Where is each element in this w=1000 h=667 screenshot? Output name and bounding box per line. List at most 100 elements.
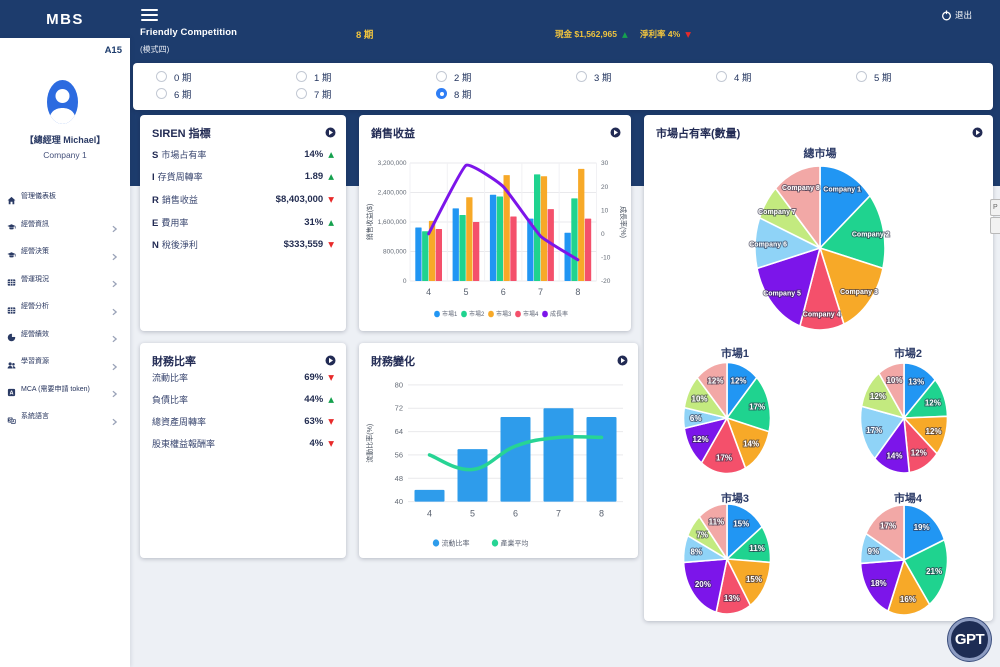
- finance-change-card-action-icon[interactable]: [617, 353, 628, 366]
- trend-up-triangle-icon: ▲: [328, 394, 334, 404]
- legend-item-市場3[interactable]: 市場3: [488, 310, 512, 318]
- radio-icon[interactable]: [576, 71, 587, 82]
- svg-text:成長率: 成長率: [550, 310, 568, 318]
- period-radio-4期[interactable]: 4 期: [716, 68, 856, 85]
- svg-text:銷售收益($): 銷售收益($): [365, 204, 374, 241]
- svg-text:80: 80: [395, 380, 403, 389]
- sidebar-item-7[interactable]: 學習資源: [0, 349, 130, 373]
- period-radio-label: 3 期: [594, 72, 612, 84]
- sidebar-item-label: 經營分析: [21, 303, 49, 310]
- period-radio-2期[interactable]: 2 期: [436, 68, 576, 85]
- sidebar-item-5[interactable]: 經營分析: [0, 294, 130, 318]
- sidebar-item-label: 營運現況: [21, 275, 49, 283]
- metric-label: N 稅後淨利: [152, 240, 198, 252]
- sidebar-item-3[interactable]: 經營決策: [0, 239, 130, 263]
- legend-item-市場2[interactable]: 市場2: [461, 310, 485, 318]
- pie-市場1: 市場1 12% 17% 14% 17% 12% 6% 10% 12%: [682, 346, 772, 475]
- sales-bar-市場4-8: [584, 218, 592, 281]
- period-radio-label: 1 期: [314, 72, 332, 84]
- sidebar-item-9[interactable]: 文 A 系統語言: [0, 404, 130, 428]
- radio-icon[interactable]: [296, 71, 307, 82]
- sales-growth-line: [427, 163, 580, 262]
- period-radio-5期[interactable]: 5 期: [856, 68, 996, 85]
- radio-icon[interactable]: [436, 88, 447, 99]
- period-radio-7期[interactable]: 7 期: [296, 85, 436, 102]
- pie-slice-label: 17%: [749, 403, 765, 412]
- svg-text:0: 0: [601, 231, 605, 238]
- market-share-pie-charts: 總市場 Company 1 Company 2 Company 3 Company 4 C…: [644, 141, 993, 626]
- radio-icon[interactable]: [296, 88, 307, 99]
- metric-label: 股東權益報酬率: [152, 439, 216, 450]
- svg-text:市場2: 市場2: [469, 310, 485, 318]
- sidebar-item-1[interactable]: 管理儀表板: [0, 184, 130, 208]
- finance-ratio-card-action-icon[interactable]: [325, 353, 336, 366]
- logout-button[interactable]: 退出: [941, 9, 972, 21]
- sales-bar-市場3-8: [578, 168, 585, 281]
- sales-card-action-icon[interactable]: [610, 125, 621, 138]
- sidebar-item-2[interactable]: 經營資訊: [0, 212, 130, 236]
- period-radio-8期[interactable]: 8 期: [436, 85, 576, 102]
- svg-text:800,000: 800,000: [383, 249, 407, 256]
- sidebar-item-label: 管理儀表板: [21, 193, 56, 200]
- pie-slice-Company 8: [878, 362, 905, 419]
- pie-slice-label: 15%: [746, 575, 762, 584]
- sidebar-item-4[interactable]: 營運現況: [0, 267, 130, 291]
- sidebar-item-label: 學習資源: [21, 358, 49, 365]
- pie-slice-label: Company 5: [763, 291, 801, 298]
- pie-slice-label: 12%: [911, 449, 927, 458]
- pie-slice-label: 19%: [914, 523, 930, 532]
- legend-item-產業平均[interactable]: 產業平均: [491, 539, 529, 548]
- trend-up-triangle-icon: ▲: [328, 172, 334, 182]
- finance-bar-8: [586, 416, 617, 502]
- legend-item-流動比率[interactable]: 流動比率: [432, 539, 470, 548]
- period-radio-0期[interactable]: 0 期: [156, 68, 296, 85]
- period-radio-1期[interactable]: 1 期: [296, 68, 436, 85]
- radio-icon[interactable]: [156, 71, 167, 82]
- legend-item-成長率[interactable]: 成長率: [542, 310, 568, 318]
- finance-bar-7: [543, 408, 574, 502]
- side-flap-widget[interactable]: P: [990, 199, 1000, 235]
- sales-bar-市場1-5: [452, 208, 459, 281]
- logout-label: 退出: [954, 10, 972, 20]
- page-title: Friendly Competition: [140, 27, 237, 38]
- finance-change-chart: 40 48 56 64 72 80 4 5 6 7 8 流動比率(%) 流動比率 產業平均: [359, 365, 638, 563]
- pie-slice-label: 18%: [871, 579, 887, 588]
- radio-icon[interactable]: [856, 71, 867, 82]
- pie-slice-label: 20%: [695, 580, 711, 589]
- radio-icon[interactable]: [156, 88, 167, 99]
- side-flap-top[interactable]: P: [990, 199, 1000, 216]
- sales-bar-市場1-8: [564, 232, 571, 281]
- pie-slice-label: 21%: [926, 567, 942, 576]
- person-icon: [49, 89, 76, 124]
- svg-text:總市場: 總市場: [804, 146, 837, 160]
- metric-prefix: S: [152, 149, 159, 161]
- radio-icon[interactable]: [436, 71, 447, 82]
- pie-slice-label: 14%: [886, 452, 902, 461]
- sidebar-item-8[interactable]: A MCA (需要申請 token): [0, 377, 130, 401]
- sidebar-item-6[interactable]: 經營績效: [0, 322, 130, 346]
- table-icon: [7, 274, 16, 286]
- market-share-card-action-icon[interactable]: [972, 125, 983, 138]
- side-flap-bottom[interactable]: [990, 217, 1000, 234]
- svg-text:30: 30: [601, 160, 609, 167]
- siren-card-action-icon[interactable]: [325, 125, 336, 138]
- metric-row: 股東權益報酬率 4% ▼: [140, 433, 346, 455]
- metric-value: 4%: [309, 438, 324, 450]
- radio-icon[interactable]: [716, 71, 727, 82]
- sales-chart-legend: 市場1 市場2 市場3 市場4 成長率: [434, 310, 568, 318]
- metric-label: 流動比率: [152, 372, 189, 383]
- period-radio-6期[interactable]: 6 期: [156, 85, 296, 102]
- legend-item-市場4[interactable]: 市場4: [515, 310, 539, 318]
- market-share-card: 市場占有率(數量) 總市場 Company 1 Company 2 Company 3…: [644, 115, 993, 621]
- svg-text:6: 6: [501, 287, 506, 297]
- legend-item-市場1[interactable]: 市場1: [434, 310, 458, 318]
- period-radio-3期[interactable]: 3 期: [576, 68, 716, 85]
- svg-text:-10: -10: [601, 255, 611, 262]
- pie-slice-label: 17%: [716, 454, 732, 463]
- sales-bar-市場2-5: [459, 214, 466, 281]
- pie-slice-label: 17%: [866, 426, 882, 435]
- net-down-triangle-icon: ▼: [685, 30, 691, 39]
- hamburger-icon[interactable]: [141, 9, 158, 22]
- pie-slice-Company 2: [903, 538, 949, 606]
